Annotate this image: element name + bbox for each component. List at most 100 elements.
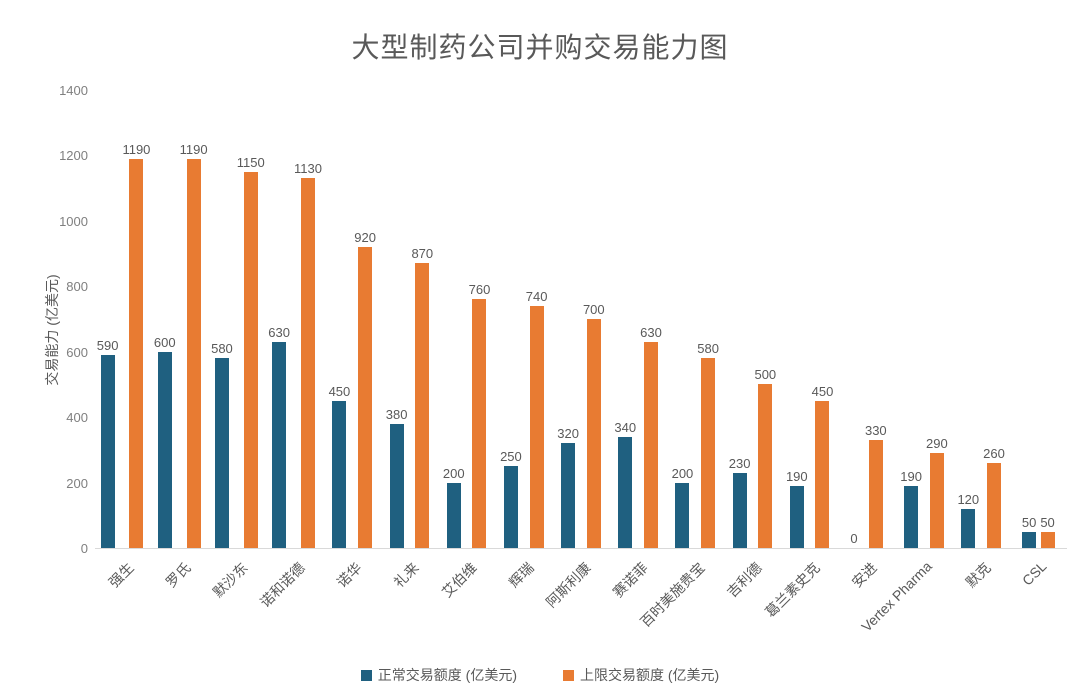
bar-column-limit: 500	[754, 90, 776, 548]
bar-value-label: 230	[728, 456, 751, 471]
bar-value-label: 260	[983, 446, 1005, 461]
bar-value-label: 1190	[179, 142, 208, 157]
bar-column-normal: 190	[900, 90, 922, 548]
bar-value-label: 200	[671, 466, 694, 481]
bar-column-limit: 1190	[122, 90, 150, 548]
bar-value-label: 320	[557, 426, 579, 441]
x-axis-label: 罗氏	[162, 559, 194, 591]
bar-value-label: 0	[850, 531, 858, 546]
bar-column-normal: 200	[671, 90, 694, 548]
bar-value-label: 330	[864, 423, 887, 438]
bar-value-label: 190	[900, 469, 922, 484]
legend-label-limit: 上限交易额度 (亿美元)	[580, 667, 720, 683]
bar-column-limit: 1190	[180, 90, 208, 548]
x-axis-label: 阿斯利康	[542, 559, 594, 611]
bar-value-label: 450	[328, 384, 351, 399]
x-axis-label: 艾伯维	[438, 559, 480, 601]
plot-area: 590 1190 强生 600 1190 罗氏 580 1150 默沙东 630 1130 诺和诺德 4…	[95, 90, 1067, 635]
bar-normal	[503, 466, 518, 548]
legend: 正常交易额度 (亿美元) 上限交易额度 (亿美元)	[0, 665, 1080, 685]
bar-column-normal: 380	[385, 90, 408, 548]
legend-swatch-normal	[360, 669, 372, 681]
x-axis-label: 赛诺菲	[609, 559, 651, 601]
bar-normal	[561, 443, 576, 548]
bar-column-normal: 200	[443, 90, 465, 548]
bar-limit	[300, 178, 315, 548]
bar-group: 200 760 艾伯维	[438, 90, 495, 600]
bar-value-label: 1190	[122, 142, 151, 157]
bar-value-label: 920	[354, 230, 376, 245]
bar-limit	[186, 159, 201, 548]
bar-normal	[675, 483, 690, 548]
bar-column-limit: 450	[812, 90, 833, 548]
bar-limit	[815, 401, 830, 548]
y-tick-label: 0	[80, 541, 88, 556]
x-axis-label: 吉利德	[724, 559, 766, 601]
x-axis-label: 礼来	[391, 559, 423, 591]
bar-limit	[758, 384, 773, 548]
bar-normal	[904, 486, 919, 548]
bar-group: 340 630 赛诺菲	[610, 90, 667, 600]
bar-column-limit: 50	[1040, 90, 1055, 548]
bar-normal	[618, 437, 633, 548]
bar-value-label: 200	[442, 466, 465, 481]
bar-value-label: 1130	[293, 161, 322, 176]
bar-column-limit: 260	[983, 90, 1005, 548]
bar-normal	[961, 509, 976, 548]
bar-limit	[129, 159, 144, 548]
bar-group: 190 450 葛兰素史克	[762, 90, 838, 620]
x-axis-label: 默克	[962, 559, 994, 591]
y-axis-title: 交易能力 (亿美元)	[44, 274, 60, 386]
bar-group: 200 580 百时美施贵宝	[637, 90, 724, 630]
bar-group: 380 870 礼来	[381, 90, 438, 591]
bar-value-label: 190	[785, 469, 808, 484]
chart-title: 大型制药公司并购交易能力图	[351, 32, 729, 63]
bar-column-limit: 630	[640, 90, 662, 548]
bar-group: 630 1130 诺和诺德	[257, 90, 324, 610]
bar-column-limit: 920	[354, 90, 376, 548]
bar-column-limit: 760	[468, 90, 491, 548]
bar-value-label: 700	[582, 302, 605, 317]
bar-limit	[868, 440, 883, 548]
bar-value-label: 250	[500, 449, 522, 464]
bar-value-label: 1150	[236, 155, 265, 170]
bar-column-normal: 120	[957, 90, 979, 548]
bar-normal	[100, 355, 115, 548]
bar-value-label: 870	[411, 246, 434, 261]
bar-value-label: 500	[754, 367, 777, 382]
legend-item-limit: 上限交易额度 (亿美元)	[563, 665, 719, 685]
x-axis-label: 强生	[105, 559, 137, 591]
bar-value-label: 380	[385, 407, 408, 422]
bar-group: 120 260 默克	[953, 90, 1010, 591]
bar-value-label: 600	[153, 335, 176, 350]
bar-limit	[1040, 532, 1055, 548]
bar-limit	[701, 358, 716, 548]
bar-group: 450 920 诺华	[324, 90, 381, 591]
bar-column-normal: 320	[557, 90, 579, 548]
bar-column-limit: 700	[583, 90, 605, 548]
bar-column-limit: 580	[697, 90, 719, 548]
bar-column-normal: 0	[847, 90, 861, 548]
bar-value-label: 740	[525, 289, 548, 304]
bar-column-normal: 230	[728, 90, 751, 548]
bar-value-label: 290	[925, 436, 948, 451]
bar-value-label: 50	[1040, 515, 1055, 530]
bar-limit	[472, 299, 487, 548]
bar-column-normal: 630	[268, 90, 290, 548]
bar-column-limit: 870	[411, 90, 433, 548]
x-axis-label: 葛兰素史克	[761, 559, 823, 621]
bar-group: 320 700 阿斯利康	[543, 90, 609, 610]
bar-column-normal: 190	[786, 90, 808, 548]
legend-swatch-limit	[563, 669, 574, 681]
bar-limit	[243, 172, 258, 548]
y-tick-label: 200	[66, 475, 88, 491]
bar-value-label: 760	[468, 282, 491, 297]
bar-column-normal: 250	[500, 90, 522, 548]
y-tick-label: 600	[66, 344, 88, 360]
bar-limit	[529, 306, 544, 548]
bar-limit	[415, 263, 430, 548]
bar-limit	[929, 453, 944, 548]
bar-column-normal: 340	[614, 90, 636, 548]
bar-value-label: 580	[697, 341, 719, 356]
